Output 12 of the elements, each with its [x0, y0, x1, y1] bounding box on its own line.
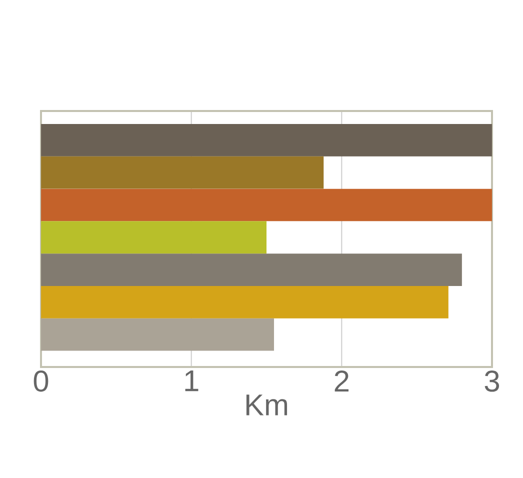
bar	[41, 318, 274, 351]
x-tick-label: 1	[185, 370, 198, 392]
x-tick-label: 0	[34, 370, 48, 392]
bar	[41, 221, 266, 254]
bar	[41, 254, 462, 286]
bar	[41, 188, 492, 222]
bar	[41, 286, 448, 318]
x-tick-label: 2	[334, 370, 349, 392]
bar	[41, 156, 324, 189]
bar	[41, 124, 492, 156]
x-tick-label: 3	[484, 370, 500, 392]
x-axis-title: Km	[246, 394, 288, 416]
